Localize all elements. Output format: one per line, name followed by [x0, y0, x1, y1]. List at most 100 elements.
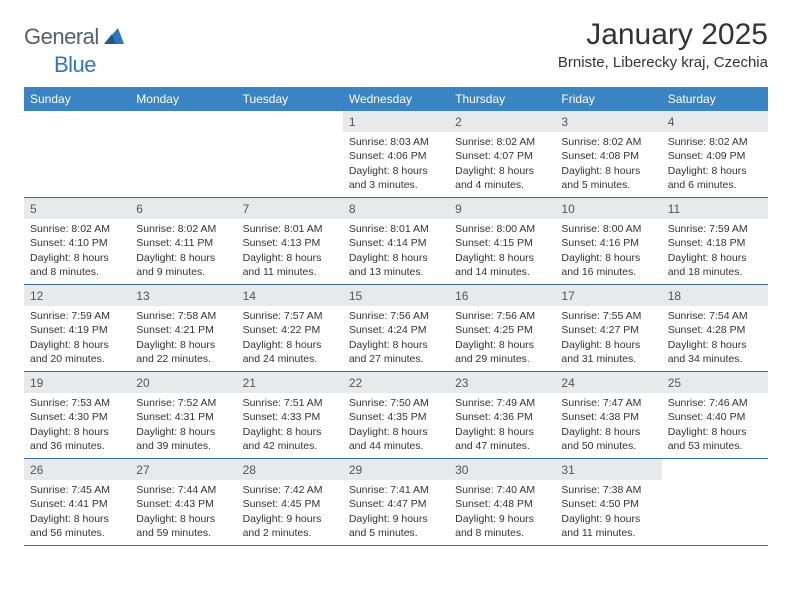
daylight-text: and 39 minutes.	[136, 439, 230, 453]
day-body: Sunrise: 7:47 AMSunset: 4:38 PMDaylight:…	[555, 393, 661, 457]
weekday-header: Saturday	[662, 87, 768, 111]
brand-triangle-icon	[104, 28, 124, 47]
sunrise-text: Sunrise: 7:44 AM	[136, 483, 230, 497]
sunrise-text: Sunrise: 7:56 AM	[349, 309, 443, 323]
brand-name-part2: Blue	[54, 52, 96, 77]
daylight-text: and 22 minutes.	[136, 352, 230, 366]
day-body: Sunrise: 8:02 AMSunset: 4:10 PMDaylight:…	[24, 219, 130, 283]
sunrise-text: Sunrise: 8:02 AM	[455, 135, 549, 149]
daylight-text: Daylight: 9 hours	[349, 512, 443, 526]
day-body: Sunrise: 8:03 AMSunset: 4:06 PMDaylight:…	[343, 132, 449, 196]
weekday-header: Sunday	[24, 87, 130, 111]
daylight-text: Daylight: 8 hours	[136, 338, 230, 352]
sunset-text: Sunset: 4:30 PM	[30, 410, 124, 424]
week-row: 5Sunrise: 8:02 AMSunset: 4:10 PMDaylight…	[24, 198, 768, 285]
daylight-text: and 16 minutes.	[561, 265, 655, 279]
day-cell	[130, 111, 236, 197]
daylight-text: and 11 minutes.	[243, 265, 337, 279]
daylight-text: Daylight: 8 hours	[668, 338, 762, 352]
sunrise-text: Sunrise: 8:03 AM	[349, 135, 443, 149]
sunrise-text: Sunrise: 7:49 AM	[455, 396, 549, 410]
daylight-text: and 5 minutes.	[561, 178, 655, 192]
day-body: Sunrise: 7:42 AMSunset: 4:45 PMDaylight:…	[237, 480, 343, 544]
daylight-text: Daylight: 8 hours	[561, 164, 655, 178]
day-number: 31	[555, 459, 661, 480]
daylight-text: and 13 minutes.	[349, 265, 443, 279]
daylight-text: and 53 minutes.	[668, 439, 762, 453]
day-cell: 16Sunrise: 7:56 AMSunset: 4:25 PMDayligh…	[449, 285, 555, 371]
day-cell: 2Sunrise: 8:02 AMSunset: 4:07 PMDaylight…	[449, 111, 555, 197]
day-number: 27	[130, 459, 236, 480]
daylight-text: Daylight: 8 hours	[668, 425, 762, 439]
day-body: Sunrise: 7:45 AMSunset: 4:41 PMDaylight:…	[24, 480, 130, 544]
daylight-text: Daylight: 8 hours	[668, 251, 762, 265]
day-cell: 20Sunrise: 7:52 AMSunset: 4:31 PMDayligh…	[130, 372, 236, 458]
calendar: Sunday Monday Tuesday Wednesday Thursday…	[24, 87, 768, 546]
daylight-text: Daylight: 8 hours	[136, 512, 230, 526]
day-number: 22	[343, 372, 449, 393]
day-cell	[237, 111, 343, 197]
day-number: 6	[130, 198, 236, 219]
sunrise-text: Sunrise: 8:02 AM	[561, 135, 655, 149]
sunset-text: Sunset: 4:13 PM	[243, 236, 337, 250]
week-row: 26Sunrise: 7:45 AMSunset: 4:41 PMDayligh…	[24, 459, 768, 546]
brand-logo: General	[24, 18, 126, 50]
day-number: 14	[237, 285, 343, 306]
daylight-text: Daylight: 8 hours	[455, 251, 549, 265]
day-number: 7	[237, 198, 343, 219]
day-cell: 14Sunrise: 7:57 AMSunset: 4:22 PMDayligh…	[237, 285, 343, 371]
sunrise-text: Sunrise: 7:58 AM	[136, 309, 230, 323]
daylight-text: and 8 minutes.	[455, 526, 549, 540]
sunset-text: Sunset: 4:43 PM	[136, 497, 230, 511]
day-cell: 17Sunrise: 7:55 AMSunset: 4:27 PMDayligh…	[555, 285, 661, 371]
day-body: Sunrise: 7:46 AMSunset: 4:40 PMDaylight:…	[662, 393, 768, 457]
daylight-text: Daylight: 8 hours	[349, 338, 443, 352]
sunrise-text: Sunrise: 8:00 AM	[561, 222, 655, 236]
sunrise-text: Sunrise: 8:01 AM	[243, 222, 337, 236]
day-number: 28	[237, 459, 343, 480]
day-body: Sunrise: 7:56 AMSunset: 4:25 PMDaylight:…	[449, 306, 555, 370]
weeks-container: 1Sunrise: 8:03 AMSunset: 4:06 PMDaylight…	[24, 111, 768, 546]
day-number: 1	[343, 111, 449, 132]
month-title: January 2025	[558, 18, 768, 52]
day-body: Sunrise: 8:02 AMSunset: 4:07 PMDaylight:…	[449, 132, 555, 196]
day-cell: 8Sunrise: 8:01 AMSunset: 4:14 PMDaylight…	[343, 198, 449, 284]
weekday-header-row: Sunday Monday Tuesday Wednesday Thursday…	[24, 87, 768, 111]
day-body: Sunrise: 7:50 AMSunset: 4:35 PMDaylight:…	[343, 393, 449, 457]
day-number: 24	[555, 372, 661, 393]
day-body	[24, 132, 130, 139]
daylight-text: Daylight: 8 hours	[668, 164, 762, 178]
sunrise-text: Sunrise: 7:40 AM	[455, 483, 549, 497]
day-cell: 12Sunrise: 7:59 AMSunset: 4:19 PMDayligh…	[24, 285, 130, 371]
sunset-text: Sunset: 4:28 PM	[668, 323, 762, 337]
sunset-text: Sunset: 4:36 PM	[455, 410, 549, 424]
daylight-text: Daylight: 8 hours	[561, 251, 655, 265]
day-cell: 13Sunrise: 7:58 AMSunset: 4:21 PMDayligh…	[130, 285, 236, 371]
day-number	[237, 111, 343, 132]
sunrise-text: Sunrise: 7:51 AM	[243, 396, 337, 410]
day-body: Sunrise: 7:40 AMSunset: 4:48 PMDaylight:…	[449, 480, 555, 544]
day-cell: 23Sunrise: 7:49 AMSunset: 4:36 PMDayligh…	[449, 372, 555, 458]
daylight-text: and 11 minutes.	[561, 526, 655, 540]
week-row: 19Sunrise: 7:53 AMSunset: 4:30 PMDayligh…	[24, 372, 768, 459]
sunset-text: Sunset: 4:14 PM	[349, 236, 443, 250]
day-body: Sunrise: 7:58 AMSunset: 4:21 PMDaylight:…	[130, 306, 236, 370]
day-body: Sunrise: 8:01 AMSunset: 4:14 PMDaylight:…	[343, 219, 449, 283]
daylight-text: and 8 minutes.	[30, 265, 124, 279]
day-cell: 3Sunrise: 8:02 AMSunset: 4:08 PMDaylight…	[555, 111, 661, 197]
daylight-text: and 9 minutes.	[136, 265, 230, 279]
day-number: 4	[662, 111, 768, 132]
sunset-text: Sunset: 4:16 PM	[561, 236, 655, 250]
sunset-text: Sunset: 4:33 PM	[243, 410, 337, 424]
day-cell: 21Sunrise: 7:51 AMSunset: 4:33 PMDayligh…	[237, 372, 343, 458]
sunset-text: Sunset: 4:48 PM	[455, 497, 549, 511]
daylight-text: and 27 minutes.	[349, 352, 443, 366]
sunset-text: Sunset: 4:25 PM	[455, 323, 549, 337]
day-body: Sunrise: 7:56 AMSunset: 4:24 PMDaylight:…	[343, 306, 449, 370]
sunset-text: Sunset: 4:18 PM	[668, 236, 762, 250]
daylight-text: and 14 minutes.	[455, 265, 549, 279]
day-body: Sunrise: 7:44 AMSunset: 4:43 PMDaylight:…	[130, 480, 236, 544]
daylight-text: and 56 minutes.	[30, 526, 124, 540]
daylight-text: and 6 minutes.	[668, 178, 762, 192]
weekday-header: Thursday	[449, 87, 555, 111]
